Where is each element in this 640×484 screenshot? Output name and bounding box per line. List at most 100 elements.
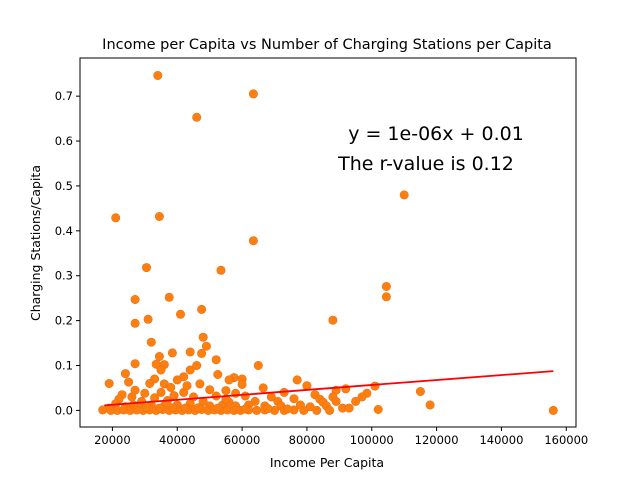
r-value-annotation: The r-value is 0.12 (337, 153, 514, 175)
plot-area: 20000 40000 60000 80000 100000 120000 140000 16… (55, 57, 588, 447)
y-tick-label: 0.3 (55, 269, 73, 283)
x-tick-label: 40000 (159, 433, 196, 447)
y-tick-label: 0.7 (55, 89, 73, 103)
data-point (130, 294, 140, 304)
data-point (205, 385, 215, 395)
x-tick-label: 120000 (415, 433, 459, 447)
data-point (201, 341, 211, 351)
y-tick-label: 0.5 (55, 179, 73, 193)
axes-frame (79, 57, 577, 428)
data-point (331, 396, 341, 406)
data-point (154, 403, 164, 413)
x-axis-label: Income Per Capita (270, 455, 384, 470)
regression-equation-annotation: y = 1e-06x + 0.01 (348, 123, 524, 145)
data-point (548, 405, 558, 415)
data-point (124, 377, 134, 387)
data-point (154, 212, 164, 222)
data-point (351, 396, 361, 406)
data-point (425, 400, 435, 410)
x-tick-label: 160000 (544, 433, 588, 447)
data-point (211, 355, 221, 365)
x-tick-label: 100000 (350, 433, 394, 447)
data-point (328, 315, 338, 325)
data-point (299, 405, 309, 415)
data-point (253, 360, 263, 370)
data-point (282, 404, 292, 414)
data-point (248, 89, 258, 99)
data-point (213, 369, 223, 379)
y-tick-label: 0.1 (55, 359, 73, 373)
data-point (142, 263, 152, 273)
data-point (292, 375, 302, 385)
data-point (164, 292, 174, 302)
data-point (216, 265, 226, 275)
x-tick-label: 60000 (224, 433, 261, 447)
data-point (213, 403, 223, 413)
data-point (197, 348, 207, 358)
y-axis-label: Charging Stations/Capita (28, 165, 43, 321)
data-point (357, 392, 367, 402)
data-point (130, 359, 140, 369)
data-point (344, 403, 354, 413)
data-point (399, 190, 409, 200)
data-point (142, 403, 152, 413)
data-point (167, 403, 177, 413)
data-point (153, 71, 163, 81)
data-point (154, 351, 164, 361)
y-tick-label: 0.4 (55, 224, 73, 238)
data-point (237, 379, 247, 389)
data-point (98, 405, 108, 415)
regression-line (104, 370, 554, 407)
data-point (180, 403, 190, 413)
data-point (166, 382, 176, 392)
y-tick-label: 0.6 (55, 134, 73, 148)
data-point (176, 309, 186, 319)
data-point (192, 360, 202, 370)
data-point (179, 387, 189, 397)
data-point (192, 112, 202, 122)
data-point (325, 405, 335, 415)
data-point (185, 347, 195, 357)
data-point (381, 292, 391, 302)
data-point (127, 392, 137, 402)
data-point (263, 404, 273, 414)
data-point (185, 365, 195, 375)
data-point (156, 365, 166, 375)
data-point (252, 405, 262, 415)
data-point (145, 378, 155, 388)
x-tick-label: 140000 (479, 433, 523, 447)
data-point (120, 369, 130, 379)
data-point (258, 383, 268, 393)
data-point (370, 381, 380, 391)
data-point (312, 405, 322, 415)
data-point (289, 394, 299, 404)
y-tick-label: 0.2 (55, 314, 73, 328)
data-point (193, 403, 203, 413)
data-point (302, 381, 312, 391)
data-point (373, 404, 383, 414)
data-point (198, 332, 208, 342)
data-point (172, 375, 182, 385)
data-point (240, 391, 250, 401)
data-point (146, 337, 156, 347)
data-point (104, 378, 114, 388)
data-point (240, 404, 250, 414)
data-point (156, 387, 166, 397)
data-point (111, 213, 121, 223)
data-point (167, 348, 177, 358)
data-point (224, 375, 234, 385)
data-point (143, 314, 153, 324)
data-point (195, 379, 205, 389)
data-point (169, 391, 179, 401)
x-tick-label: 20000 (94, 433, 131, 447)
data-point (197, 304, 207, 314)
data-point (381, 281, 391, 291)
data-point (130, 318, 140, 328)
data-point (221, 386, 231, 396)
x-tick-label: 80000 (289, 433, 326, 447)
data-point (415, 386, 425, 396)
chart-title: Income per Capita vs Number of Charging … (102, 37, 552, 53)
data-point (248, 236, 258, 246)
